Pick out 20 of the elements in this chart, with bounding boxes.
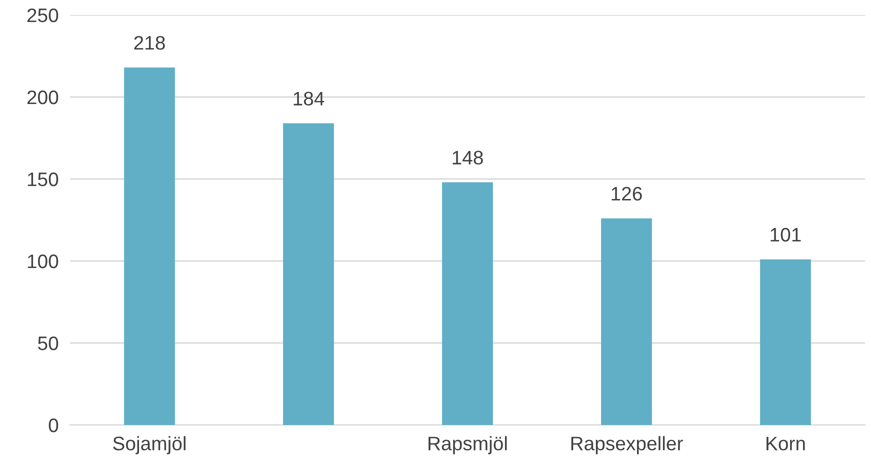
y-tick-label: 0 (48, 418, 58, 432)
data-label: 126 (612, 186, 642, 201)
bar (760, 259, 811, 425)
data-label: 184 (294, 92, 324, 106)
y-tick-label: 50 (38, 336, 58, 350)
bar (283, 123, 334, 425)
bar (124, 67, 175, 425)
x-tick-label: Rapsmjöl (428, 436, 507, 454)
y-tick-label: 250 (27, 8, 58, 22)
bar (442, 182, 493, 425)
x-tick-label: Sojamjöl (113, 436, 186, 454)
y-tick-label: 150 (28, 172, 58, 186)
data-label: 101 (770, 228, 801, 242)
x-tick-label: Rapsexpeller (571, 436, 683, 454)
bar (601, 218, 652, 425)
data-label: 148 (452, 150, 483, 165)
y-tick-label: 100 (28, 254, 58, 268)
x-tick-label: Korn (766, 436, 805, 450)
data-label: 218 (134, 36, 165, 50)
y-tick-label: 200 (27, 90, 58, 104)
